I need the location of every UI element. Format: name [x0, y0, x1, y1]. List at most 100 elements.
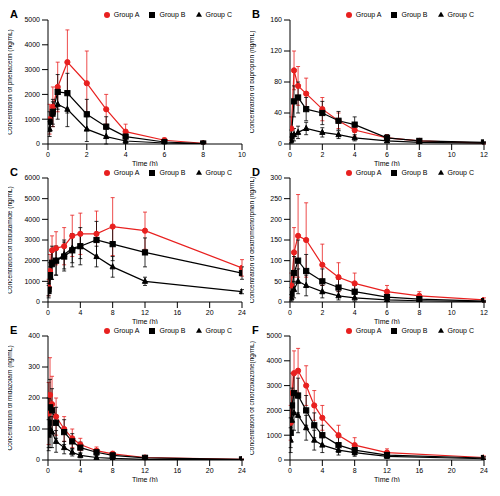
svg-text:8: 8	[353, 467, 357, 474]
svg-text:12: 12	[480, 309, 488, 316]
svg-text:Concentration of midazolam (ng: Concentration of midazolam (ng/mL)	[8, 345, 14, 450]
svg-text:5000: 5000	[266, 332, 282, 339]
svg-text:Concentration of dextromethorp: Concentration of dextromethorphan (ng/mL…	[250, 177, 256, 303]
html-text:Group B: Group B	[159, 11, 186, 18]
svg-text:Time (h): Time (h)	[374, 160, 400, 166]
svg-text:1000: 1000	[24, 116, 40, 123]
svg-text:0: 0	[288, 467, 292, 474]
svg-text:120: 120	[270, 47, 282, 54]
svg-text:0: 0	[36, 140, 40, 147]
svg-text:24: 24	[480, 467, 488, 474]
svg-text:200: 200	[270, 216, 282, 223]
html-text:B: B	[252, 8, 260, 20]
svg-text:0: 0	[36, 298, 40, 305]
svg-text:5000: 5000	[24, 195, 40, 202]
svg-text:2: 2	[320, 309, 324, 316]
svg-text:Concentration of bupropion (ng: Concentration of bupropion (ng/mL)	[250, 31, 256, 134]
svg-text:300: 300	[28, 363, 40, 370]
svg-text:24: 24	[238, 309, 246, 316]
svg-text:2: 2	[320, 151, 324, 158]
svg-text:8: 8	[111, 309, 115, 316]
svg-text:10: 10	[238, 151, 246, 158]
svg-text:250: 250	[270, 195, 282, 202]
svg-text:20: 20	[206, 467, 214, 474]
svg-text:24: 24	[238, 467, 246, 474]
html-text:D: D	[252, 166, 260, 178]
svg-text:0: 0	[46, 467, 50, 474]
svg-text:Time (h): Time (h)	[374, 476, 400, 482]
svg-text:20: 20	[206, 309, 214, 316]
svg-text:0: 0	[288, 309, 292, 316]
svg-text:6: 6	[385, 151, 389, 158]
svg-text:3000: 3000	[24, 236, 40, 243]
svg-text:Time (h): Time (h)	[374, 318, 400, 324]
svg-text:20: 20	[448, 467, 456, 474]
svg-text:4: 4	[124, 151, 128, 158]
svg-text:Time (h): Time (h)	[132, 160, 158, 166]
svg-text:0: 0	[36, 456, 40, 463]
svg-text:4: 4	[78, 309, 82, 316]
svg-text:10: 10	[448, 151, 456, 158]
html-text:E: E	[10, 324, 18, 336]
svg-text:0: 0	[278, 456, 282, 463]
svg-text:8: 8	[417, 151, 421, 158]
svg-text:40: 40	[274, 109, 282, 116]
svg-text:6: 6	[385, 309, 389, 316]
svg-text:Concentration of tolbutamide (: Concentration of tolbutamide (ng/mL)	[8, 186, 14, 293]
svg-text:16: 16	[415, 467, 423, 474]
svg-text:1000: 1000	[24, 278, 40, 285]
svg-text:4000: 4000	[24, 216, 40, 223]
svg-text:0: 0	[278, 298, 282, 305]
svg-text:300: 300	[270, 174, 282, 181]
svg-text:160: 160	[270, 16, 282, 23]
html-text:A: A	[10, 8, 18, 20]
html-text:C: C	[10, 166, 18, 178]
svg-text:150: 150	[270, 236, 282, 243]
svg-text:3000: 3000	[266, 382, 282, 389]
svg-text:16: 16	[173, 467, 181, 474]
svg-text:2000: 2000	[24, 91, 40, 98]
svg-text:2000: 2000	[24, 257, 40, 264]
svg-text:8: 8	[111, 467, 115, 474]
html-text:Group C: Group C	[205, 11, 232, 18]
svg-text:6: 6	[162, 151, 166, 158]
svg-text:0: 0	[278, 140, 282, 147]
svg-text:0: 0	[46, 151, 50, 158]
html-text:Group C: Group C	[447, 11, 474, 18]
html-text:Group B: Group B	[401, 11, 428, 18]
svg-text:6000: 6000	[24, 174, 40, 181]
svg-text:12: 12	[141, 467, 149, 474]
svg-text:8: 8	[417, 309, 421, 316]
svg-text:5000: 5000	[24, 16, 40, 23]
svg-text:12: 12	[383, 467, 391, 474]
svg-text:4: 4	[353, 151, 357, 158]
svg-text:0: 0	[288, 151, 292, 158]
html-text:Group A: Group A	[113, 11, 140, 18]
svg-text:50: 50	[274, 278, 282, 285]
svg-text:4000: 4000	[24, 41, 40, 48]
svg-text:100: 100	[28, 425, 40, 432]
svg-text:0: 0	[46, 309, 50, 316]
html-text:Group A: Group A	[355, 11, 382, 18]
svg-text:Time (h): Time (h)	[132, 476, 158, 482]
svg-text:100: 100	[270, 257, 282, 264]
svg-text:4: 4	[353, 309, 357, 316]
svg-text:Time (h): Time (h)	[132, 318, 158, 324]
svg-text:10: 10	[448, 309, 456, 316]
svg-text:200: 200	[28, 394, 40, 401]
svg-text:2: 2	[85, 151, 89, 158]
svg-text:1000: 1000	[266, 432, 282, 439]
svg-text:80: 80	[274, 78, 282, 85]
svg-text:4: 4	[78, 467, 82, 474]
svg-text:4000: 4000	[266, 357, 282, 364]
svg-text:2000: 2000	[266, 407, 282, 414]
svg-text:Concentration of chlorzoxazone: Concentration of chlorzoxazone(ng/mL)	[250, 341, 256, 455]
svg-text:8: 8	[201, 151, 205, 158]
svg-text:12: 12	[480, 151, 488, 158]
svg-text:16: 16	[173, 309, 181, 316]
svg-text:Concentration of phenacetin (n: Concentration of phenacetin (ng/mL)	[8, 29, 14, 135]
svg-text:4: 4	[320, 467, 324, 474]
svg-text:400: 400	[28, 332, 40, 339]
svg-text:3000: 3000	[24, 66, 40, 73]
svg-text:12: 12	[141, 309, 149, 316]
